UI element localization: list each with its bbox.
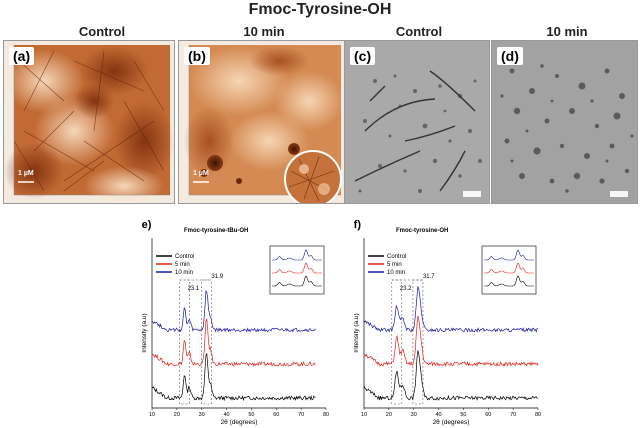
peak-annotation: 23.1 (188, 286, 200, 292)
x-tick-label: 80 (535, 412, 541, 418)
x-tick-label: 10 (361, 412, 367, 418)
y-axis-label: Intensity (a.u) (142, 313, 148, 352)
inset-series-line (272, 262, 322, 274)
panel-label-c: (c) (350, 47, 376, 65)
x-axis-label: 2θ (degrees) (221, 419, 258, 426)
x-tick-label: 60 (273, 412, 279, 418)
legend-label: 10 min (387, 270, 405, 276)
tem-panel-10min: (d) (491, 40, 638, 204)
x-tick-label: 50 (460, 412, 466, 418)
y-axis-label: Intensity (a.u) (354, 313, 360, 352)
legend-label: 5 min (175, 262, 190, 268)
series-line (151, 290, 316, 333)
chart-title: Fmoc-tyrosine-tBu-OH (184, 228, 248, 234)
inset-series-line (484, 249, 534, 261)
x-tick-label: 80 (323, 412, 329, 418)
panel-label: (f) (354, 219, 361, 231)
x-tick-label: 10 (149, 412, 155, 418)
x-tick-label: 20 (386, 412, 392, 418)
figure-title: Fmoc-Tyrosine-OH (248, 1, 392, 18)
panel-label-a: (a) (9, 47, 35, 65)
inset-series-line (484, 262, 534, 274)
peak-annotation: 31.9 (211, 274, 223, 280)
afm-image-control (4, 45, 174, 203)
x-tick-label: 70 (510, 412, 516, 418)
x-tick-label: 30 (411, 412, 417, 418)
panel-label-b: (b) (184, 47, 210, 65)
series-line (363, 315, 539, 368)
x-tick-label: 40 (224, 412, 230, 418)
legend-label: Control (387, 254, 406, 260)
x-tick-label: 20 (174, 412, 180, 418)
scale-bar-a: 1 µM (18, 170, 34, 177)
xrd-chart-e: (e) Fmoc-tyrosine-tBu-OH Control 5 min 10 mi… (142, 219, 329, 426)
inset-box (481, 245, 537, 295)
peak-box (201, 279, 212, 405)
legend-label: Control (175, 254, 194, 260)
tem-image-10min (492, 41, 637, 203)
inset-series-line (484, 275, 534, 287)
column-head-c: Control (395, 24, 443, 39)
inset-series-line (272, 249, 322, 261)
afm-panel-10min: (b) 1 µM (178, 40, 345, 204)
tem-panel-control: (c) (344, 40, 490, 204)
peak-annotation: 23.2 (400, 286, 412, 292)
tem-image-control (345, 41, 489, 203)
x-tick-label: 60 (485, 412, 491, 418)
x-tick-label: 70 (298, 412, 304, 418)
series-line (151, 353, 316, 402)
legend-label: 5 min (387, 262, 402, 268)
inset-box (269, 245, 325, 295)
column-head-d: 10 min (546, 24, 588, 39)
x-tick-label: 50 (248, 412, 254, 418)
x-tick-label: 30 (199, 412, 205, 418)
scale-bar-b: 1 µM (193, 170, 209, 177)
legend-label: 10 min (175, 270, 193, 276)
peak-box (412, 279, 424, 405)
peak-annotation: 31.7 (423, 274, 435, 280)
afm-panel-control: (a) 1 µM (3, 40, 175, 204)
x-tick-label: 40 (436, 412, 442, 418)
column-head-b: 10 min (243, 24, 285, 39)
peak-box (179, 279, 190, 405)
xrd-chart-f: (f) Fmoc-tyrosine-OH Control 5 min 10 min 10 2… (354, 219, 541, 426)
chart-title: Fmoc-tyrosine-OH (396, 228, 448, 234)
x-axis-label: 2θ (degrees) (433, 419, 470, 426)
series-line (363, 350, 539, 401)
afm-image-10min (184, 45, 344, 203)
inset-series-line (272, 275, 322, 287)
series-line (363, 286, 539, 333)
column-head-a: Control (78, 24, 126, 39)
panel-label-d: (d) (497, 47, 523, 65)
panel-label: (e) (142, 219, 152, 231)
series-line (151, 318, 316, 367)
